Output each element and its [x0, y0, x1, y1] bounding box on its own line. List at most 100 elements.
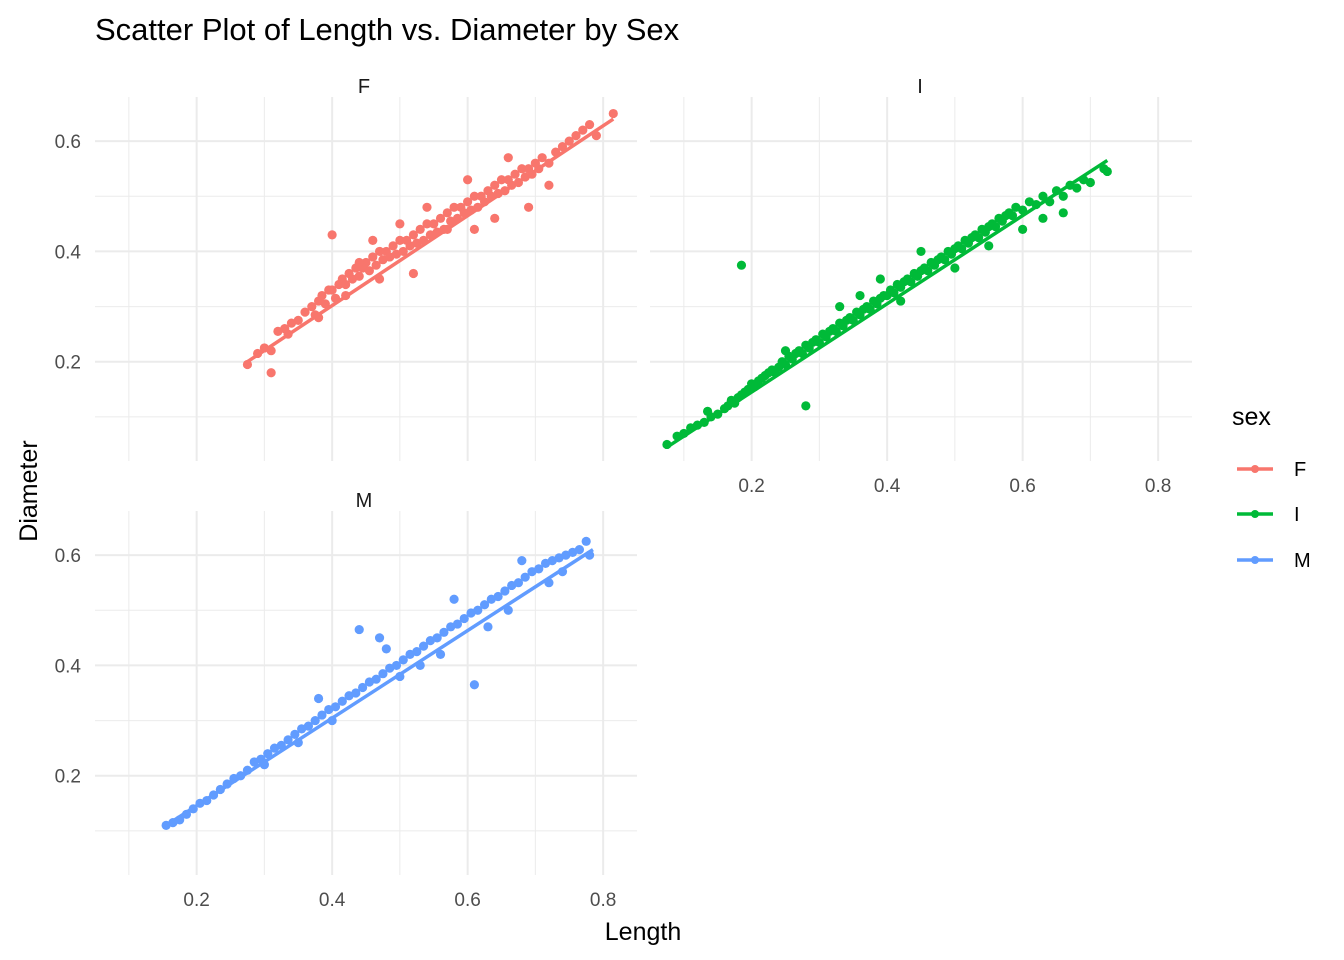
- data-point-i: [896, 296, 906, 306]
- data-point-f: [330, 293, 341, 303]
- data-point-m: [581, 536, 591, 546]
- data-point-m: [513, 578, 524, 588]
- data-point-f: [513, 177, 524, 188]
- data-point-m: [395, 671, 405, 682]
- data-point-m: [452, 619, 463, 629]
- data-point-f: [557, 142, 568, 152]
- facet-i-x-tick-labels: 0.2 0.4 0.6 0.8: [738, 476, 1171, 497]
- data-point-f: [584, 119, 595, 130]
- facet-f-points: [242, 108, 618, 378]
- data-point-m: [283, 735, 293, 745]
- data-point-f: [517, 164, 527, 174]
- data-point-i: [1018, 205, 1028, 215]
- data-point-i: [916, 246, 926, 257]
- data-point-m: [503, 605, 513, 615]
- facet-i-points: [662, 164, 1112, 450]
- data-point-m: [175, 815, 185, 825]
- data-point-m: [517, 556, 527, 566]
- data-point-i: [865, 304, 875, 314]
- data-point-f: [463, 197, 473, 207]
- data-point-i: [1085, 177, 1095, 188]
- data-point-f: [266, 368, 276, 378]
- x-tick-label: 0.8: [1145, 476, 1171, 497]
- data-point-m: [310, 715, 320, 726]
- data-point-m: [449, 594, 459, 604]
- data-point-i: [848, 315, 858, 325]
- data-point-f: [591, 131, 601, 141]
- legend-title: sex: [1232, 403, 1271, 431]
- data-point-i: [889, 288, 899, 298]
- legend-entry-i: I: [1237, 504, 1300, 526]
- data-point-i: [940, 255, 950, 265]
- data-point-i: [835, 301, 845, 312]
- facet-f-trend: [246, 117, 615, 364]
- legend-f-label: F: [1294, 459, 1306, 481]
- data-point-f: [442, 224, 452, 234]
- data-point-f: [361, 257, 371, 268]
- facet-panel-i: I 0.2 0.4 0.6 0.8: [650, 76, 1192, 497]
- data-point-f: [317, 290, 327, 301]
- facet-panel-f: F 0.2 0.4 0.6: [55, 76, 637, 461]
- data-point-i: [1102, 166, 1112, 177]
- data-point-f: [490, 213, 500, 223]
- data-point-i: [1058, 191, 1068, 201]
- data-point-m: [202, 795, 212, 806]
- data-point-f: [374, 246, 385, 257]
- data-point-m: [317, 710, 327, 720]
- x-axis-title: Length: [605, 918, 681, 946]
- data-point-m: [290, 729, 300, 739]
- data-point-f: [408, 268, 419, 279]
- data-point-i: [950, 263, 960, 273]
- data-point-f: [537, 153, 547, 163]
- data-point-f: [571, 131, 581, 141]
- data-point-m: [263, 749, 273, 759]
- data-point-f: [327, 230, 337, 240]
- data-point-f: [527, 169, 537, 179]
- data-point-f: [578, 125, 588, 135]
- data-point-f: [449, 202, 459, 212]
- data-point-f: [283, 329, 293, 339]
- chart-title: Scatter Plot of Length vs. Diameter by S…: [95, 12, 680, 47]
- data-point-m: [381, 644, 391, 654]
- data-point-m: [354, 624, 364, 635]
- data-point-f: [371, 260, 381, 270]
- data-point-m: [398, 655, 408, 665]
- facet-i-strip-label: I: [917, 76, 923, 98]
- legend-entry-f: F: [1237, 459, 1306, 481]
- data-point-m: [459, 613, 469, 624]
- data-point-i: [1018, 224, 1028, 234]
- data-point-m: [351, 688, 361, 698]
- data-point-i: [1038, 191, 1048, 201]
- data-point-m: [208, 790, 219, 800]
- data-point-i: [801, 401, 811, 411]
- data-point-f: [320, 299, 330, 309]
- data-point-i: [780, 359, 791, 370]
- data-point-f: [354, 257, 364, 268]
- data-point-f: [388, 241, 398, 251]
- data-point-i: [1031, 199, 1041, 210]
- data-point-f: [503, 153, 513, 163]
- data-point-i: [855, 290, 865, 301]
- data-point-f: [435, 213, 446, 223]
- data-point-m: [374, 633, 385, 643]
- data-point-m: [337, 696, 347, 706]
- data-point-f: [368, 235, 378, 245]
- data-point-f: [313, 313, 324, 323]
- data-point-m: [544, 578, 554, 588]
- data-point-i: [923, 266, 933, 276]
- data-point-f: [327, 285, 337, 295]
- data-point-i: [831, 326, 841, 336]
- data-point-m: [439, 627, 449, 637]
- data-point-f: [300, 307, 310, 317]
- x-tick-label: 0.2: [183, 890, 209, 911]
- data-point-i: [1051, 186, 1062, 196]
- legend-f-swatch: [1251, 465, 1259, 473]
- data-point-m: [303, 721, 314, 731]
- data-point-f: [341, 279, 351, 290]
- data-point-f: [307, 301, 317, 312]
- data-point-f: [398, 246, 408, 257]
- data-point-f: [544, 158, 554, 168]
- data-point-m: [418, 641, 429, 651]
- data-point-f: [253, 348, 263, 359]
